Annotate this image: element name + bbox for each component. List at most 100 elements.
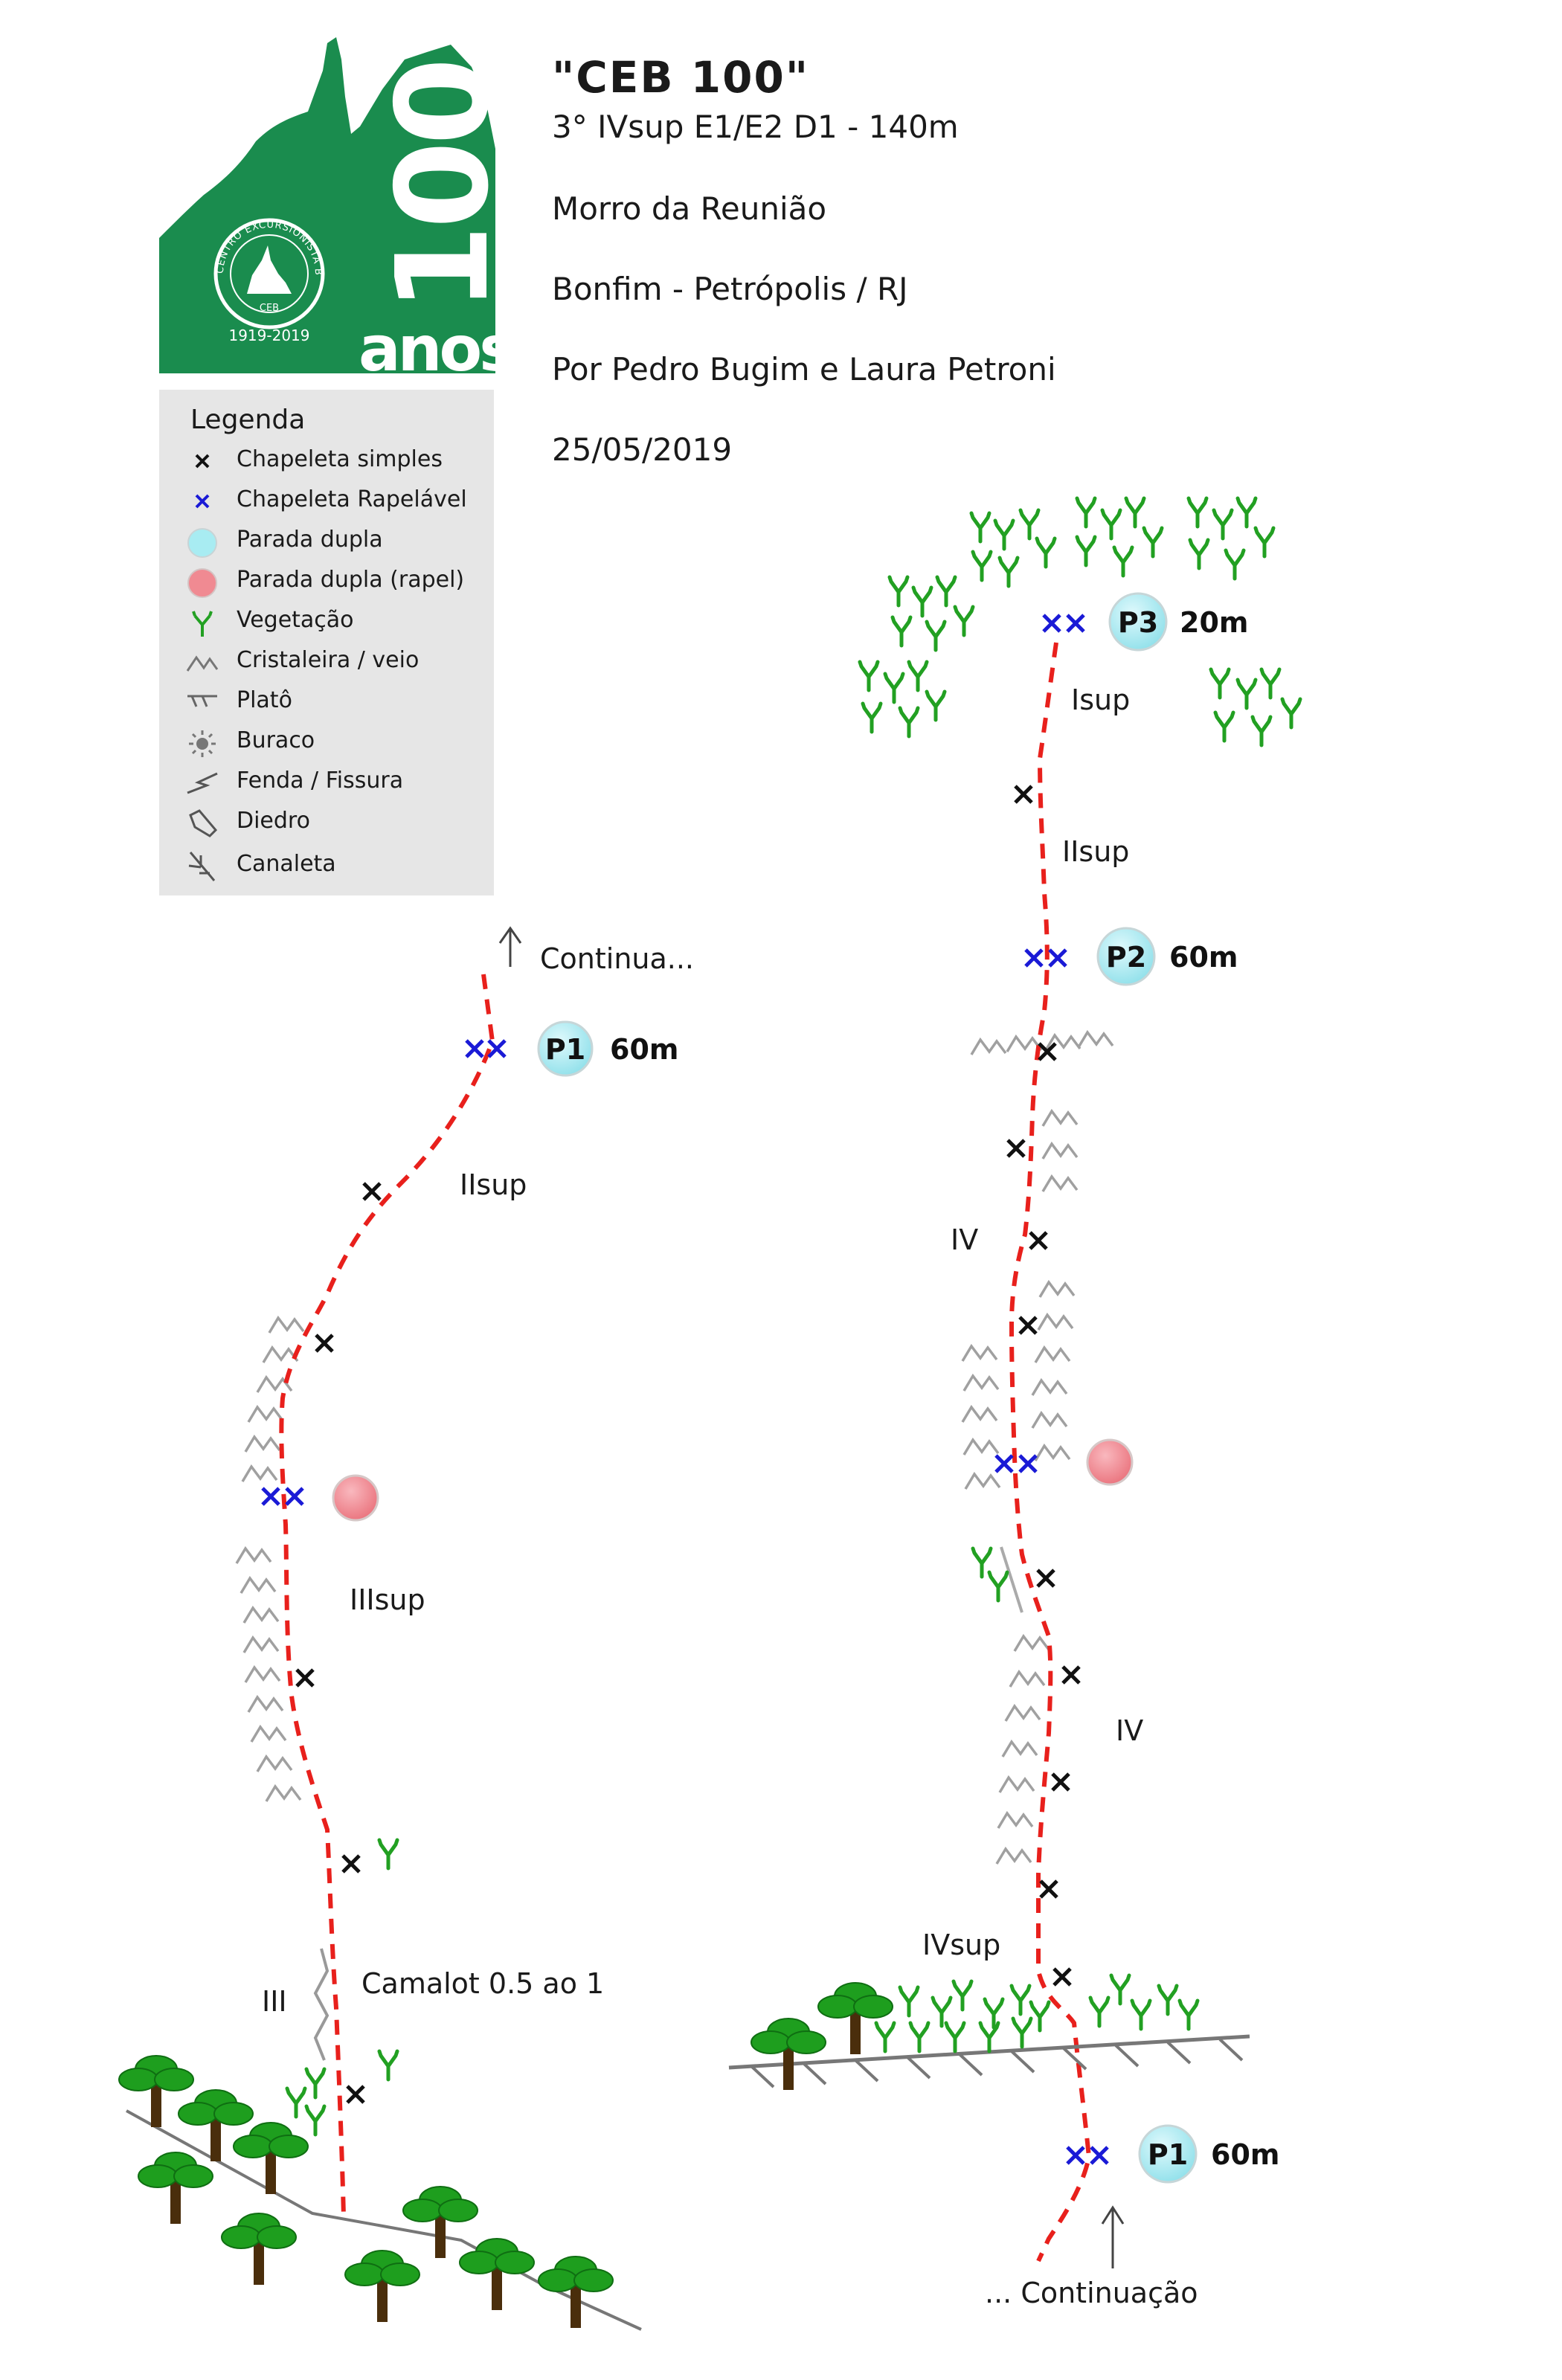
- plateau-icon: [187, 695, 217, 707]
- tree-icon: [538, 2256, 614, 2329]
- right-bolt: [1052, 1774, 1069, 1790]
- right-p2-name: P2: [1106, 941, 1146, 974]
- up-arrow-icon: [498, 926, 522, 967]
- route-region: Bonfim - Petrópolis / RJ: [552, 271, 908, 307]
- route-title: "CEB 100": [552, 52, 810, 103]
- right-p3-length: 20m: [1180, 606, 1248, 639]
- route-date: 25/05/2019: [552, 431, 733, 468]
- x-blue-icon: [195, 494, 210, 509]
- right-bolt: [1063, 1667, 1079, 1683]
- tree-icon: [138, 2152, 213, 2225]
- right-crystal-veins: [961, 1031, 1114, 1865]
- right-rap-belay-icon: [1086, 1438, 1134, 1486]
- logo-seal-mountain: [247, 245, 292, 294]
- legend-item-gully: Canaleta: [159, 846, 494, 885]
- left-vegetation-icon: [379, 1840, 397, 1868]
- tree-icon: [221, 2213, 297, 2286]
- route-location: Morro da Reunião: [552, 190, 827, 227]
- crack-icon: [187, 772, 218, 794]
- legend-item-crack: Fenda / Fissura: [159, 763, 494, 802]
- gully-icon: [188, 852, 216, 881]
- left-rap-bolt: [286, 1488, 303, 1505]
- left-bolt: [343, 1856, 359, 1872]
- tree-icon: [233, 2122, 309, 2195]
- left-vegetation-icon: [306, 2069, 324, 2097]
- left-p1-belay-icon: [537, 1020, 594, 1077]
- left-bolt: [297, 1670, 313, 1686]
- up-arrow-icon: [1101, 2205, 1125, 2268]
- left-grade: IIsup: [460, 1168, 527, 1201]
- tree-icon: [751, 2018, 826, 2091]
- right-p2-rap-bolt: [1026, 950, 1042, 966]
- right-bolt: [1020, 1317, 1036, 1334]
- left-crack-icon: [313, 1948, 330, 2061]
- right-rap-bolt: [996, 1456, 1012, 1472]
- right-topo: P3 20m P2 60m P1 60m Isup IIsup IV IV IV…: [728, 498, 1300, 2309]
- right-grade: Isup: [1071, 684, 1130, 716]
- legend-panel: Legenda Chapeleta simples Chapeleta Rape…: [159, 390, 494, 895]
- right-bolt: [1008, 1140, 1024, 1157]
- right-p2-rap-bolt: [1050, 950, 1066, 966]
- legend-item-rap-bolt: Chapeleta Rapelável: [159, 482, 494, 521]
- legend-item-vegetation: Vegetação: [159, 602, 494, 641]
- route-authors: Por Pedro Bugim e Laura Petroni: [552, 351, 1056, 387]
- right-bolt: [1054, 1969, 1070, 1985]
- left-p1-name: P1: [545, 1033, 585, 1066]
- left-crystal-veins: [235, 1316, 305, 1803]
- right-plateau-vegetation: [876, 1975, 1198, 2051]
- logo-years-text: 1919-2019: [228, 327, 309, 344]
- route-grade: 3° IVsup E1/E2 D1 - 140m: [552, 109, 959, 145]
- legend-item-rap-belay: Parada dupla (rapel): [159, 562, 494, 601]
- left-topo: Continua... P1 60m IIsup IIIsup: [118, 926, 694, 2331]
- left-p1-rap-bolt: [466, 1041, 483, 1057]
- right-rap-bolt: [1020, 1456, 1036, 1472]
- legend-item-hole: Buraco: [159, 723, 494, 762]
- right-grade: IV: [951, 1223, 978, 1256]
- tree-icon: [817, 1982, 893, 2055]
- right-grade: IIsup: [1062, 835, 1129, 868]
- right-route-line: [1009, 642, 1092, 2262]
- right-continue-label: ... Continuação: [985, 2277, 1198, 2309]
- left-bolt: [316, 1335, 332, 1351]
- right-bolt: [1030, 1232, 1047, 1249]
- left-p1-rap-bolt: [489, 1041, 505, 1057]
- logo-seal-ring: [213, 218, 325, 329]
- vegetation-icon: [192, 611, 213, 637]
- legend-item-bolt: Chapeleta simples: [159, 442, 494, 480]
- right-p3-name: P3: [1118, 606, 1158, 639]
- logo-number-text: 100: [370, 62, 495, 312]
- right-bolt: [1041, 1881, 1057, 1897]
- x-black-icon: [195, 454, 210, 469]
- right-p3-rap-bolt: [1044, 615, 1060, 631]
- right-p1-length: 60m: [1211, 2138, 1279, 2171]
- right-p2-length: 60m: [1169, 941, 1238, 974]
- left-bolt: [347, 2086, 364, 2103]
- right-p1-name: P1: [1148, 2138, 1188, 2171]
- left-rap-bolt: [263, 1488, 279, 1505]
- logo-word-text: anos: [359, 312, 495, 373]
- right-gully-icon: [1000, 1546, 1023, 1613]
- left-continue-label: Continua...: [540, 942, 694, 975]
- legend-item-plateau: Platô: [159, 683, 494, 721]
- left-gear-note: Camalot 0.5 ao 1: [361, 1967, 604, 2000]
- right-p2-belay-icon: [1096, 927, 1156, 986]
- right-p1-rap-bolt: [1091, 2147, 1108, 2164]
- right-p1-rap-bolt: [1067, 2147, 1084, 2164]
- left-vegetation-icon: [287, 2088, 305, 2117]
- left-bolt: [364, 1183, 380, 1200]
- right-grade: IVsup: [922, 1929, 1000, 1961]
- right-p3-rap-bolt: [1067, 615, 1084, 631]
- right-grade: IV: [1116, 1714, 1143, 1747]
- left-vegetation-icon: [306, 2106, 324, 2135]
- logo-mountain-shape: [159, 37, 495, 373]
- legend-item-crystal: Cristaleira / veio: [159, 643, 494, 681]
- hole-icon: [189, 730, 216, 757]
- right-bolt: [1038, 1570, 1054, 1586]
- left-grade: IIIsup: [350, 1583, 425, 1616]
- tree-icon: [402, 2186, 478, 2259]
- left-route-line: [279, 974, 495, 2217]
- tree-icon: [344, 2250, 420, 2323]
- legend-item-dihedral: Diedro: [159, 803, 494, 842]
- crystal-vein-icon: [186, 655, 219, 672]
